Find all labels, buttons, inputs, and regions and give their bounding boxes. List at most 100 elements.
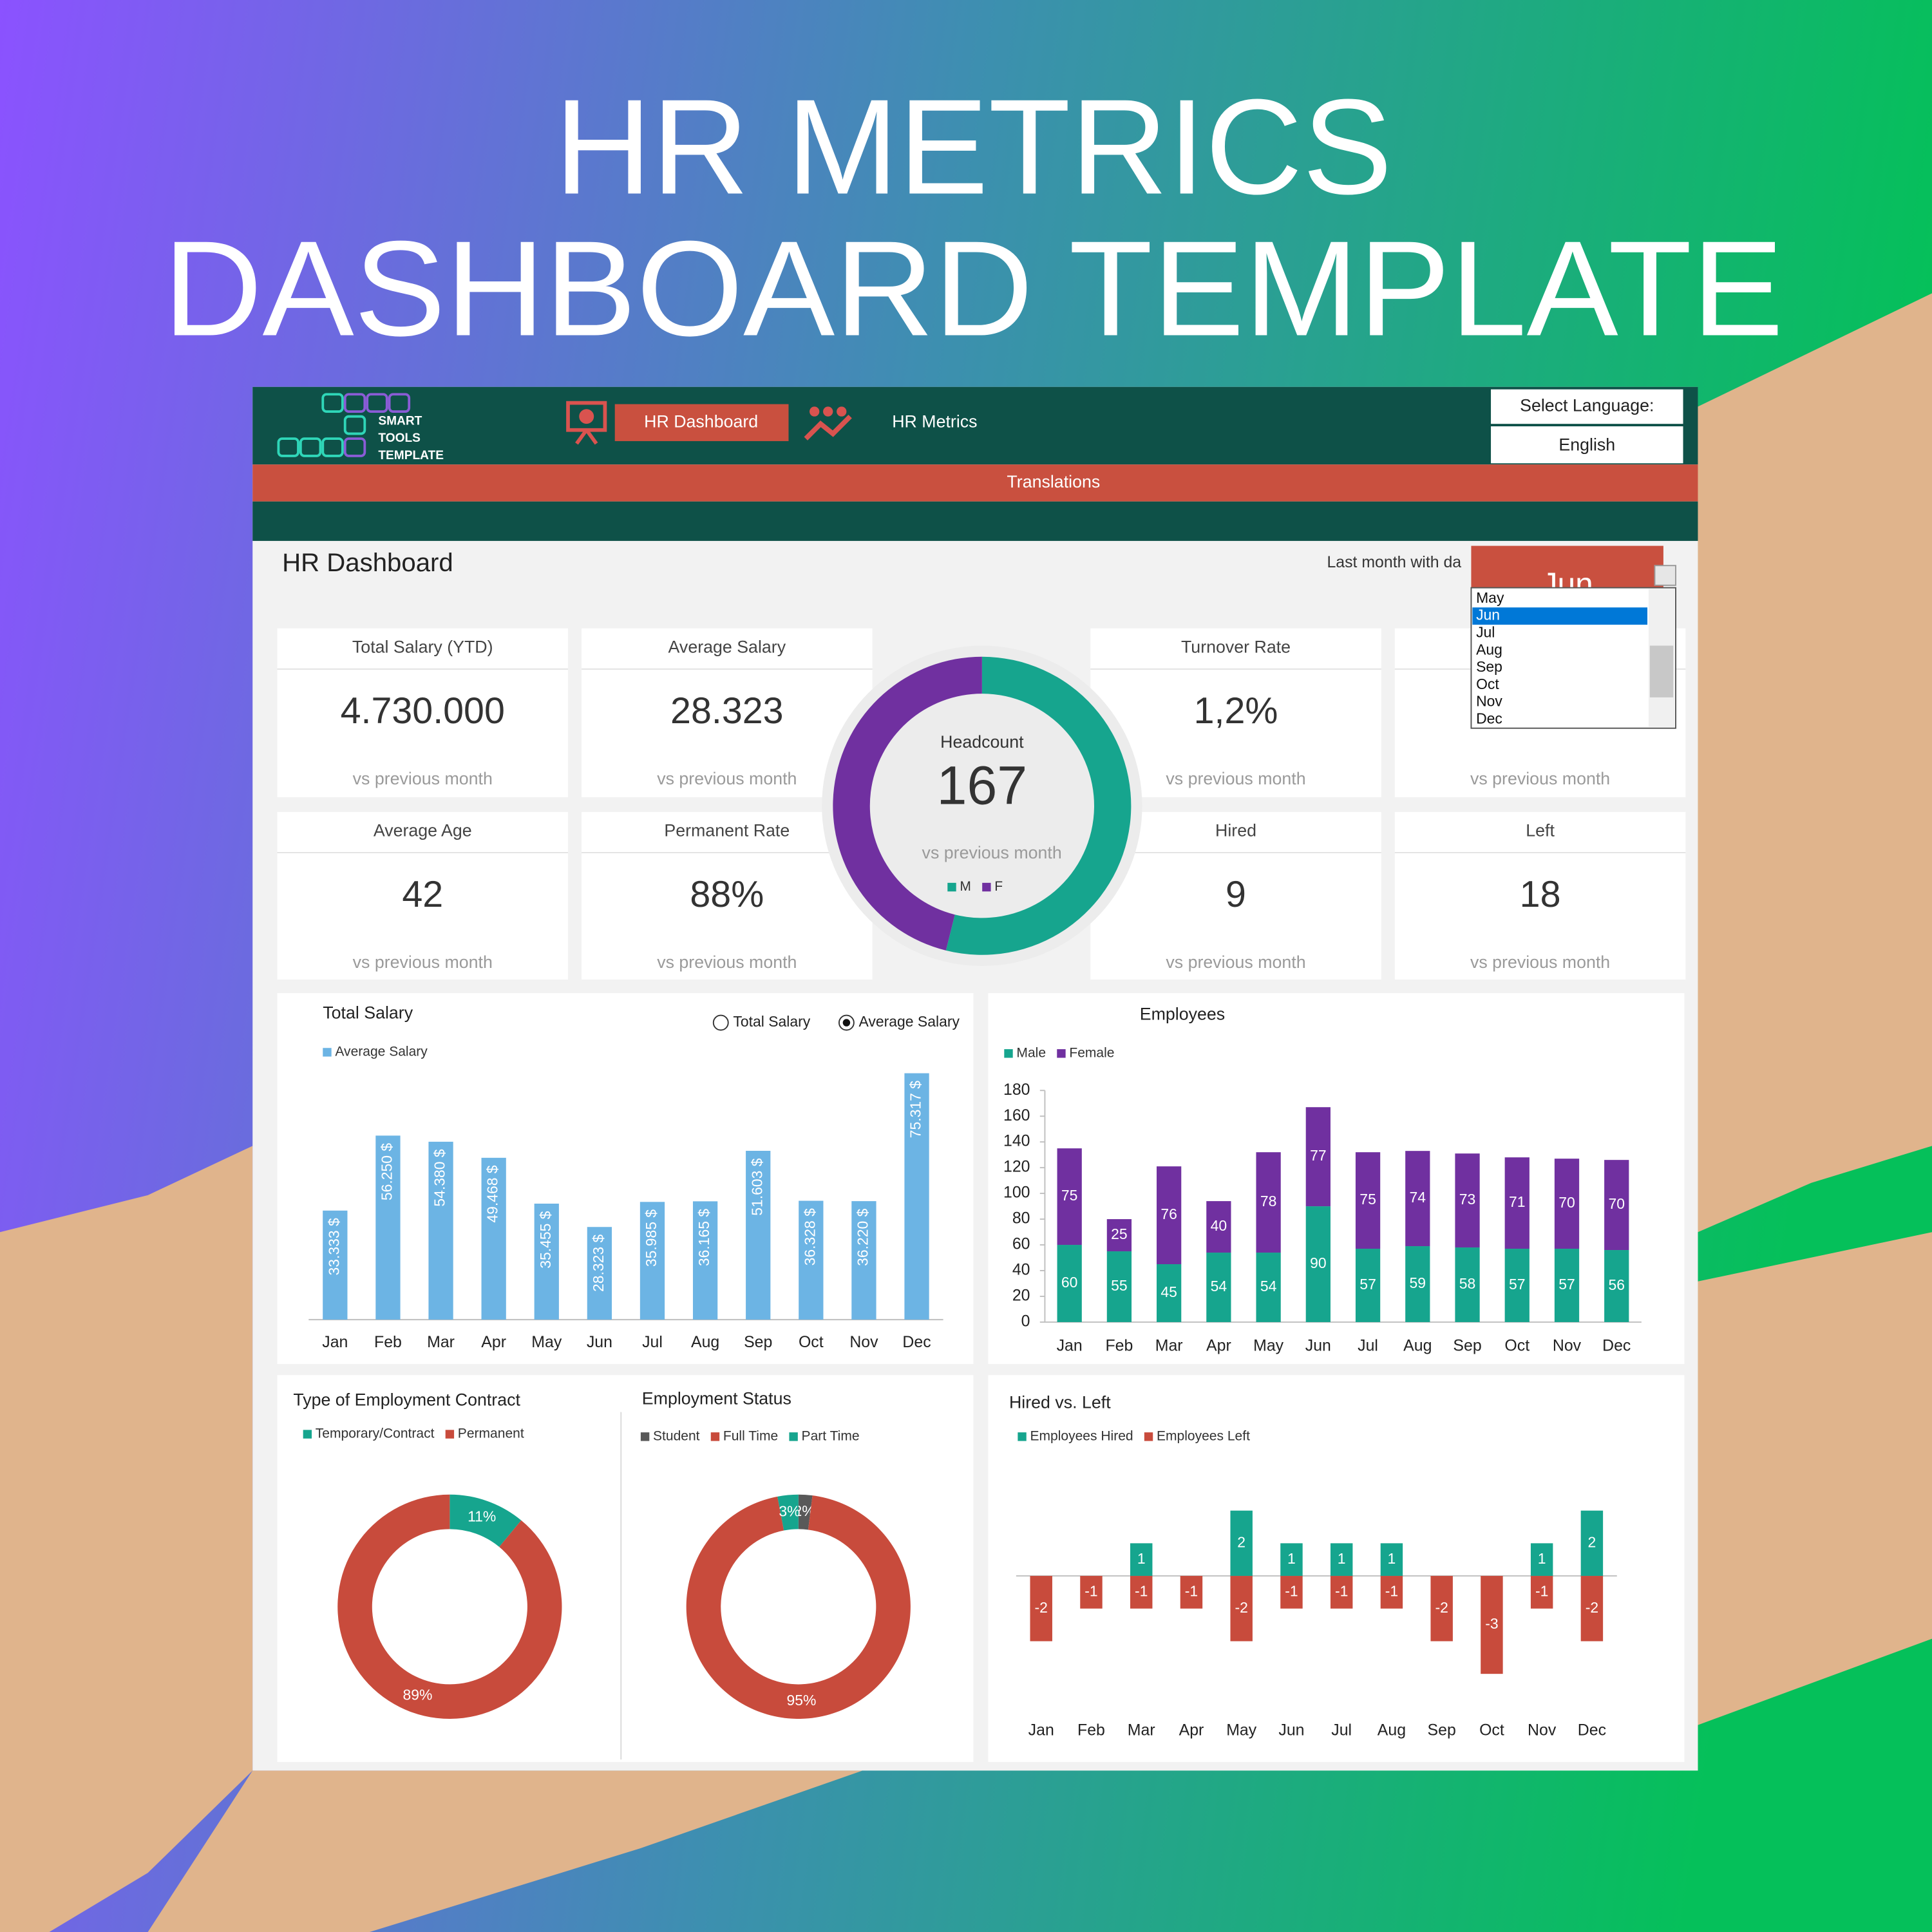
data-label: 1 [1287, 1550, 1296, 1567]
data-label: 75 [1061, 1187, 1078, 1204]
bar [1230, 1576, 1253, 1642]
kpi-note: vs previous month [657, 952, 797, 972]
donut-segment [833, 656, 982, 951]
data-label: 75.317 $ [907, 1081, 924, 1139]
bar [1455, 1153, 1480, 1248]
headcount-value: 167 [937, 755, 1027, 816]
data-label: 57 [1558, 1276, 1575, 1293]
month-option[interactable]: May [1476, 589, 1504, 606]
kpi-value: 1,2% [1194, 690, 1278, 732]
data-label: 36.220 $ [855, 1208, 871, 1266]
y-tick-label: 180 [1003, 1081, 1030, 1099]
dropdown-arrow[interactable] [1654, 565, 1676, 586]
radio-button[interactable] [712, 1014, 729, 1031]
data-label: 74 [1410, 1189, 1426, 1206]
language-value[interactable]: English [1558, 435, 1615, 455]
donut-segment [945, 656, 1132, 955]
bar [481, 1157, 506, 1320]
icon-shape [823, 406, 833, 417]
legend-swatch [982, 882, 991, 892]
month-select[interactable] [1471, 545, 1663, 589]
y-tick-label: 0 [1021, 1312, 1030, 1330]
kpi-title: Average Age [374, 821, 472, 840]
legend-swatch [640, 1432, 650, 1441]
kpi-title: Left [1526, 821, 1555, 840]
tab-label[interactable]: HR Dashboard [644, 412, 758, 431]
banner-title: DASHBOARD TEMPLATE [164, 213, 1784, 365]
kpi-card [582, 628, 873, 797]
dashboard-icon [566, 401, 607, 445]
legend-swatch [323, 1048, 332, 1057]
bar [1580, 1576, 1604, 1642]
kpi-note: vs previous month [1470, 769, 1610, 788]
radio-label[interactable]: Total Salary [733, 1013, 810, 1030]
x-tick-label: Feb [1105, 1337, 1133, 1355]
chart-title: Employment Status [642, 1389, 791, 1408]
data-label: -1 [1285, 1582, 1298, 1599]
month-option[interactable]: Sep [1476, 658, 1502, 675]
bar [1030, 1576, 1052, 1642]
bar [1380, 1576, 1403, 1609]
data-label: 1 [1137, 1550, 1146, 1567]
chart-title: Hired vs. Left [1009, 1392, 1111, 1412]
kpi-title: Total Salary (YTD) [352, 637, 493, 656]
bar [1157, 1264, 1182, 1322]
x-tick-label: Dec [1578, 1721, 1606, 1739]
data-label: 25 [1111, 1226, 1128, 1242]
x-tick-label: Sep [744, 1333, 772, 1351]
y-tick-label: 60 [1012, 1235, 1030, 1253]
bar [639, 1202, 665, 1320]
radio-dot[interactable] [842, 1019, 851, 1027]
header-bar [252, 501, 1698, 541]
bar [1504, 1249, 1530, 1322]
bar [1405, 1246, 1430, 1322]
radio-label[interactable]: Average Salary [859, 1013, 960, 1030]
data-label: 2 [1588, 1533, 1596, 1550]
x-tick-label: May [1253, 1337, 1284, 1355]
month-option[interactable]: Nov [1476, 693, 1502, 710]
translations-link[interactable]: Translations [1007, 472, 1100, 491]
data-label: 1 [1338, 1550, 1346, 1567]
data-label: -2 [1235, 1599, 1248, 1616]
month-option[interactable]: Oct [1476, 676, 1499, 692]
bar [1130, 1543, 1153, 1577]
bar [1355, 1152, 1381, 1249]
icon-shape [810, 406, 820, 417]
kpi-card [1090, 811, 1381, 980]
translations-bar [252, 464, 1698, 502]
month-option[interactable]: Aug [1476, 641, 1502, 658]
data-label: 54.380 $ [431, 1149, 448, 1207]
bar [1604, 1160, 1629, 1251]
legend-label: Male [1016, 1045, 1046, 1060]
bar [1554, 1249, 1580, 1322]
bar [1230, 1510, 1253, 1577]
bar [1330, 1543, 1353, 1577]
data-label: 40 [1211, 1217, 1227, 1234]
data-label: 45 [1160, 1283, 1177, 1300]
splash [1698, 1232, 1932, 1725]
tab-hr-dashboard[interactable]: HR Dashboard [614, 404, 789, 441]
data-label: -2 [1035, 1599, 1048, 1616]
bar [1080, 1576, 1103, 1609]
month-option[interactable]: Jun [1476, 607, 1500, 623]
kpi-title: Permanent Rate [664, 821, 790, 840]
x-tick-label: Aug [1378, 1721, 1406, 1739]
logo-cell [343, 415, 366, 435]
kpi-value: 28.323 [670, 690, 784, 732]
x-tick-label: Dec [1602, 1337, 1631, 1355]
language-select[interactable] [1491, 426, 1683, 464]
donut-segment [450, 1494, 522, 1548]
x-tick-label: Apr [481, 1333, 506, 1351]
month-option[interactable]: Jul [1476, 623, 1495, 640]
tab-label[interactable]: HR Metrics [892, 412, 977, 431]
header-bar [252, 386, 1698, 465]
kpi-card [1090, 628, 1381, 797]
month-option[interactable]: Dec [1476, 710, 1502, 726]
data-label: 70 [1608, 1195, 1625, 1212]
tab-button[interactable] [614, 404, 789, 441]
splash [0, 1146, 253, 1932]
data-label: -3 [1485, 1615, 1498, 1632]
kpi-note: vs previous month [1470, 952, 1610, 972]
